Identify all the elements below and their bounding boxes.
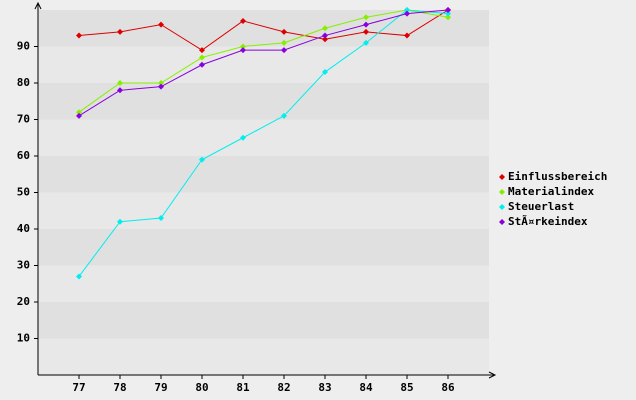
data-point: [199, 47, 205, 54]
legend-label: Materialindex: [508, 185, 594, 198]
y-axis-arrow: [34, 1, 42, 10]
data-point: [76, 109, 82, 116]
x-tick-label: 82: [277, 381, 290, 394]
data-point: [158, 80, 164, 86]
data-point: [76, 273, 82, 280]
x-tick-label: 81: [236, 381, 250, 394]
series-line: [78, 9, 449, 113]
grid-band: [38, 265, 489, 302]
legend-marker: [499, 174, 505, 180]
data-point: [158, 83, 164, 90]
series-line: [78, 9, 449, 51]
y-tick-label: 60: [17, 149, 30, 162]
grid-band: [38, 156, 489, 193]
data-point: [363, 14, 369, 21]
data-point: [199, 54, 205, 61]
x-axis-arrow: [488, 371, 497, 379]
data-point: [363, 21, 369, 28]
legend-marker: [499, 219, 505, 225]
data-point: [240, 134, 246, 141]
data-point: [404, 7, 410, 13]
grid-band: [38, 229, 489, 266]
x-tick-label: 83: [318, 381, 331, 394]
y-tick-label: 40: [17, 222, 30, 235]
legend-label: Steuerlast: [508, 200, 574, 213]
data-point: [322, 36, 328, 43]
data-point: [76, 112, 82, 119]
data-point: [404, 10, 410, 17]
x-tick-label: 80: [195, 381, 208, 394]
data-point: [363, 28, 369, 35]
x-tick-label: 78: [113, 381, 126, 394]
grid-band: [38, 119, 489, 156]
data-point: [199, 61, 205, 68]
data-point: [322, 69, 328, 76]
x-tick-label: 85: [400, 381, 413, 394]
data-point: [199, 156, 205, 163]
x-tick-label: 84: [359, 381, 373, 394]
data-point: [158, 215, 164, 222]
data-point: [117, 28, 123, 35]
x-tick-label: 79: [154, 381, 167, 394]
data-point: [76, 32, 82, 39]
y-tick-label: 20: [17, 295, 30, 308]
data-point: [281, 47, 287, 54]
data-point: [363, 39, 369, 46]
data-point: [117, 218, 123, 225]
legend-label: Einflussbereich: [508, 170, 607, 183]
y-tick-label: 70: [17, 113, 30, 126]
data-point: [322, 32, 328, 39]
y-tick-label: 80: [17, 76, 30, 89]
data-point: [445, 7, 451, 13]
data-point: [281, 39, 287, 46]
data-point: [322, 25, 328, 32]
data-point: [117, 80, 123, 86]
data-point: [117, 87, 123, 94]
grid-band: [38, 302, 489, 339]
legend-marker: [499, 189, 505, 195]
y-tick-label: 10: [17, 332, 30, 345]
data-point: [158, 21, 164, 28]
data-point: [281, 28, 287, 35]
data-point: [240, 43, 246, 50]
series-line: [78, 9, 449, 277]
grid-band: [38, 46, 489, 83]
legend-label: StÃ¤rkeindex: [508, 215, 588, 228]
data-point: [240, 17, 246, 24]
y-tick-label: 90: [17, 40, 30, 53]
legend-marker: [499, 204, 505, 210]
grid-band: [38, 338, 489, 375]
x-tick-label: 86: [441, 381, 455, 394]
grid-band: [38, 10, 489, 47]
data-point: [445, 14, 451, 21]
grid-band: [38, 192, 489, 229]
series-line: [78, 9, 449, 117]
data-point: [240, 47, 246, 54]
y-tick-label: 30: [17, 259, 30, 272]
data-point: [281, 112, 287, 119]
data-point: [445, 10, 451, 17]
x-tick-label: 77: [72, 381, 85, 394]
grid-band: [38, 83, 489, 120]
y-tick-label: 50: [17, 186, 30, 199]
data-point: [404, 32, 410, 39]
